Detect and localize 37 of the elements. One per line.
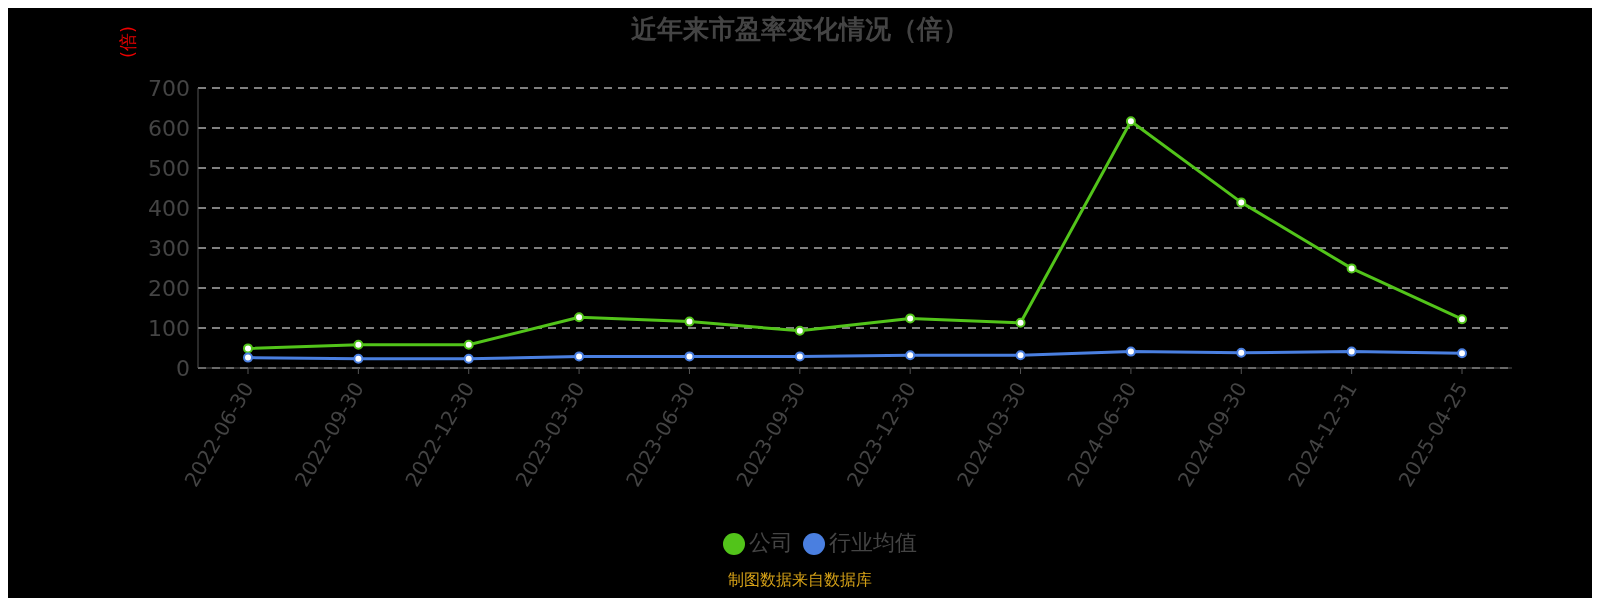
point	[794, 325, 805, 336]
y-axis-title: (倍)	[117, 25, 139, 58]
point	[1015, 350, 1026, 361]
point	[1346, 346, 1357, 357]
y-tick-label: 0	[176, 355, 190, 381]
point	[574, 312, 585, 323]
y-tick-label: 300	[148, 235, 190, 261]
y-tick-label: 600	[148, 115, 190, 141]
chart-title: 近年来市盈率变化情况（倍）	[631, 14, 969, 44]
point	[243, 343, 253, 354]
point	[794, 351, 805, 362]
point	[353, 353, 364, 364]
point	[1125, 346, 1136, 357]
point	[684, 351, 695, 362]
point	[463, 339, 474, 350]
point	[684, 316, 695, 327]
point	[1457, 348, 1467, 359]
point	[463, 353, 474, 364]
point	[1125, 116, 1136, 127]
point	[905, 350, 916, 361]
y-tick-label: 200	[148, 275, 190, 301]
text: 制图数据来自数据库	[727, 570, 873, 591]
point	[1236, 197, 1247, 208]
y-tick-label: 400	[148, 195, 190, 221]
legend-label: 行业均值	[829, 530, 917, 555]
point	[574, 351, 585, 362]
point	[1015, 317, 1026, 328]
y-tick-label: 500	[148, 155, 190, 181]
legend-label: 公司	[749, 530, 793, 555]
point	[353, 339, 364, 350]
point	[243, 352, 253, 363]
point	[1346, 263, 1357, 274]
point	[905, 313, 916, 324]
point	[1457, 314, 1467, 325]
y-tick-label: 100	[148, 315, 190, 341]
y-tick-label: 700	[148, 75, 190, 101]
point	[1236, 347, 1247, 358]
